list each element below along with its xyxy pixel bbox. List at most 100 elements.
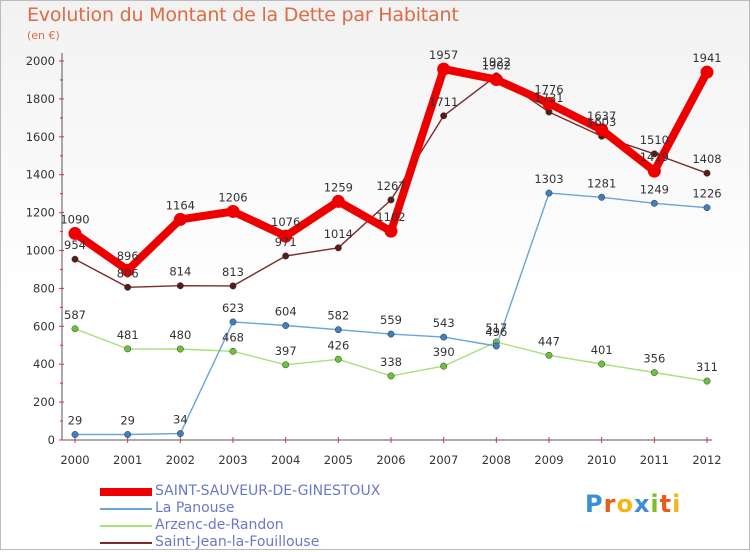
point-2-7 <box>440 362 448 370</box>
point-3-0 <box>71 255 79 263</box>
legend-label-0: SAINT-SAUVEUR-DE-GINESTOUX <box>155 483 381 499</box>
legend-label-1: La Panouse <box>155 500 235 516</box>
point-2-12 <box>703 377 711 385</box>
data-label-0-1: 896 <box>117 249 139 263</box>
data-label-2-4: 397 <box>275 344 297 358</box>
x-tick-label: 2002 <box>166 453 195 467</box>
y-tick-label: 1200 <box>26 206 55 220</box>
point-1-1 <box>124 431 132 438</box>
point-3-11 <box>650 150 658 158</box>
point-2-4 <box>282 361 290 369</box>
point-3-2 <box>176 282 184 290</box>
data-label-0-2: 1164 <box>166 198 195 212</box>
point-2-1 <box>124 345 132 353</box>
y-tick-label: 1600 <box>26 130 55 144</box>
point-2-6 <box>387 372 395 380</box>
data-label-1-5: 582 <box>327 309 349 323</box>
data-label-2-11: 356 <box>643 352 665 366</box>
point-1-3 <box>229 318 237 326</box>
chart-title: Evolution du Montant de la Dette par Hab… <box>27 4 459 26</box>
data-label-3-12: 1408 <box>692 152 721 166</box>
y-tick-label: 1400 <box>26 168 55 182</box>
data-label-1-10: 1281 <box>587 176 616 190</box>
point-1-7 <box>440 333 448 341</box>
data-label-3-9: 1731 <box>534 91 563 105</box>
point-0-10 <box>595 123 609 137</box>
point-2-5 <box>334 355 342 363</box>
data-label-3-5: 1014 <box>324 227 353 241</box>
logo-letter: i <box>672 490 682 518</box>
data-label-1-8: 496 <box>485 325 507 339</box>
x-tick-label: 2004 <box>271 453 300 467</box>
point-0-8 <box>489 73 503 87</box>
data-labels: 1090896116412061076125911021957190217761… <box>60 48 721 427</box>
data-label-0-8: 1902 <box>482 59 511 73</box>
chart-axes <box>59 53 712 443</box>
data-label-2-8: 517 <box>485 321 507 335</box>
x-tick-label: 2008 <box>482 453 511 467</box>
y-tick-label: 2000 <box>26 54 55 68</box>
data-label-1-12: 1226 <box>692 187 721 201</box>
data-label-1-3: 623 <box>222 301 244 315</box>
point-0-7 <box>437 62 451 76</box>
data-label-2-0: 587 <box>64 308 86 322</box>
data-label-3-7: 1711 <box>429 95 458 109</box>
x-tick-label: 2001 <box>113 453 142 467</box>
point-3-3 <box>229 282 237 290</box>
point-0-5 <box>331 194 345 208</box>
data-label-1-4: 604 <box>275 305 297 319</box>
data-label-2-2: 480 <box>169 328 191 342</box>
data-label-2-10: 401 <box>591 343 613 357</box>
data-label-2-9: 447 <box>538 334 560 348</box>
data-label-1-1: 29 <box>120 414 135 428</box>
point-1-8 <box>492 342 500 350</box>
logo-letter: i <box>650 490 660 518</box>
point-1-12 <box>703 204 711 212</box>
data-label-3-2: 814 <box>169 265 191 279</box>
logo-letter: x <box>633 490 651 518</box>
data-label-2-6: 338 <box>380 355 402 369</box>
data-label-0-10: 1637 <box>587 109 616 123</box>
logo-letter: t <box>659 490 673 518</box>
point-3-5 <box>334 244 342 252</box>
point-3-6 <box>387 196 395 204</box>
data-label-0-6: 1102 <box>376 210 405 224</box>
data-label-0-5: 1259 <box>324 180 353 194</box>
point-2-10 <box>598 360 606 368</box>
proxiti-logo: Proxiti <box>585 490 681 518</box>
data-label-1-7: 543 <box>433 316 455 330</box>
x-tick-label: 2011 <box>640 453 669 467</box>
point-3-4 <box>282 252 290 260</box>
point-3-1 <box>124 283 132 291</box>
point-1-5 <box>334 326 342 334</box>
data-label-3-6: 1267 <box>376 179 405 193</box>
data-label-3-0: 954 <box>64 238 86 252</box>
point-3-12 <box>703 169 711 177</box>
point-2-11 <box>650 369 658 376</box>
x-tick-label: 2006 <box>376 453 405 467</box>
point-1-6 <box>387 330 395 338</box>
point-1-11 <box>650 199 658 207</box>
point-1-2 <box>176 430 184 438</box>
data-label-2-5: 426 <box>327 338 349 352</box>
data-label-1-2: 34 <box>173 413 188 427</box>
logo-letter: r <box>603 490 617 518</box>
y-tick-label: 200 <box>33 395 55 409</box>
point-1-0 <box>71 431 79 438</box>
x-tick-label: 2005 <box>324 453 353 467</box>
data-label-2-1: 481 <box>117 328 139 342</box>
y-tick-label: 0 <box>48 433 55 447</box>
point-2-9 <box>545 351 553 359</box>
y-tick-label: 800 <box>33 281 55 295</box>
y-tick-label: 1800 <box>26 92 55 106</box>
point-0-1 <box>121 263 135 277</box>
data-label-2-7: 390 <box>433 345 455 359</box>
data-label-0-0: 1090 <box>60 212 89 226</box>
point-2-2 <box>176 345 184 353</box>
legend-swatch-0 <box>100 488 152 496</box>
x-tick-label: 2009 <box>534 453 563 467</box>
axis-tick-labels: 0 200 400 600 800 1000 1200 1400 1600 1800 2000 200… <box>26 54 722 467</box>
legend-swatch-1 <box>100 508 152 510</box>
data-label-1-9: 1303 <box>534 172 563 186</box>
x-tick-label: 2010 <box>587 453 616 467</box>
